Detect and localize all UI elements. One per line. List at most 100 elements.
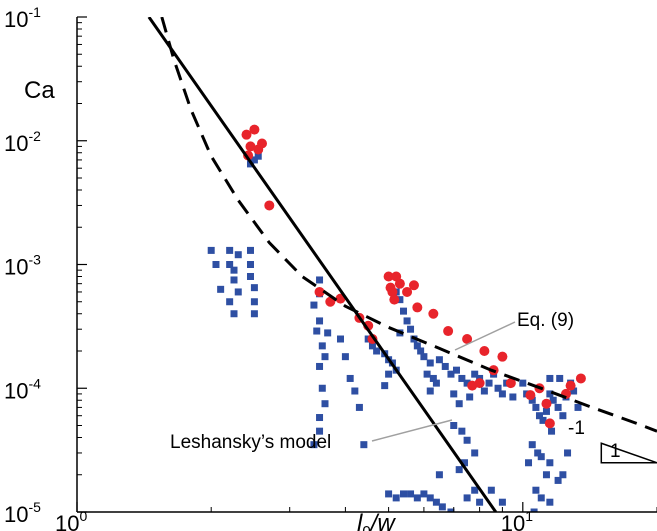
data-point-square bbox=[355, 403, 363, 411]
data-point-square bbox=[564, 449, 572, 457]
y-tick-label: 10-1 bbox=[4, 4, 41, 32]
data-point-square bbox=[420, 353, 428, 361]
data-point-square bbox=[230, 310, 238, 318]
data-point-square bbox=[321, 400, 329, 408]
data-point-square bbox=[498, 390, 506, 398]
data-point-square bbox=[250, 310, 258, 318]
data-point-circle bbox=[383, 271, 394, 282]
data-point-square bbox=[368, 342, 376, 350]
data-point-circle bbox=[565, 380, 576, 391]
data-point-square bbox=[498, 498, 506, 506]
data-point-square bbox=[246, 272, 254, 280]
data-point-square bbox=[385, 490, 393, 498]
data-point-square bbox=[532, 403, 540, 411]
x-tick-label: 101 bbox=[501, 508, 533, 531]
data-point-circle bbox=[479, 345, 490, 356]
data-point-square bbox=[310, 441, 318, 449]
data-point-square bbox=[318, 384, 326, 392]
data-point-square bbox=[234, 251, 242, 259]
data-point-square bbox=[509, 393, 517, 401]
data-point-square bbox=[487, 486, 495, 494]
data-point-square bbox=[539, 416, 547, 424]
data-point-circle bbox=[402, 286, 413, 297]
data-point-square bbox=[351, 387, 359, 395]
data-point-square bbox=[250, 156, 258, 164]
data-point-square bbox=[246, 261, 254, 268]
data-point-square bbox=[207, 246, 215, 254]
data-point-square bbox=[426, 494, 434, 502]
data-point-square bbox=[423, 370, 431, 378]
data-point-square bbox=[554, 403, 562, 411]
data-point-circle bbox=[544, 418, 555, 429]
slope-one-label: 1 bbox=[610, 441, 621, 462]
data-point-square bbox=[212, 261, 220, 268]
labels: Ca l0/w Eq. (9) Leshansky’s model -1 1 1… bbox=[4, 4, 621, 531]
slope-triangle bbox=[600, 442, 657, 464]
data-point-circle bbox=[497, 351, 508, 362]
data-point-square bbox=[574, 403, 582, 411]
data-point-square bbox=[546, 498, 554, 506]
data-point-square bbox=[246, 246, 254, 254]
data-point-square bbox=[435, 356, 443, 364]
data-point-square bbox=[313, 327, 321, 335]
data-point-square bbox=[485, 379, 493, 387]
data-point-square bbox=[407, 490, 415, 498]
axes bbox=[76, 16, 657, 513]
data-point-square bbox=[534, 449, 542, 457]
y-tick-label: 10-5 bbox=[4, 499, 41, 527]
data-point-square bbox=[226, 246, 234, 254]
x-tick-label: 100 bbox=[55, 508, 87, 531]
data-point-square bbox=[316, 276, 324, 284]
data-point-square bbox=[528, 396, 536, 404]
data-point-square bbox=[554, 476, 562, 484]
data-point-square bbox=[450, 390, 458, 398]
data-point-square bbox=[400, 307, 408, 315]
data-point-square bbox=[528, 441, 536, 449]
data-point-square bbox=[426, 359, 434, 367]
data-point-circle bbox=[241, 129, 252, 140]
data-point-square bbox=[403, 317, 411, 325]
data-point-circle bbox=[256, 138, 267, 149]
data-point-square bbox=[546, 374, 554, 382]
leshansky-leader-line bbox=[371, 419, 453, 442]
data-point-square bbox=[447, 508, 455, 512]
data-point-square bbox=[546, 390, 554, 398]
data-point-square bbox=[525, 459, 533, 467]
data-point-square bbox=[234, 288, 242, 296]
data-point-circle bbox=[428, 308, 439, 319]
data-point-square bbox=[476, 498, 484, 506]
data-point-square bbox=[432, 379, 440, 387]
data-point-square bbox=[417, 347, 425, 355]
data-point-square bbox=[461, 459, 469, 467]
data-point-square bbox=[455, 466, 463, 474]
eq9-annotation: Eq. (9) bbox=[517, 310, 574, 331]
data-point-circle bbox=[408, 280, 419, 291]
data-point-square bbox=[432, 498, 440, 506]
data-point-circle bbox=[249, 124, 260, 135]
data-point-square bbox=[494, 384, 502, 392]
data-point-square bbox=[341, 353, 349, 361]
data-point-circle bbox=[387, 286, 398, 297]
data-point-circle bbox=[264, 200, 275, 211]
data-point-square bbox=[530, 508, 538, 512]
data-point-square bbox=[435, 471, 443, 479]
data-point-circle bbox=[389, 294, 400, 305]
data-point-square bbox=[396, 296, 404, 304]
data-point-circle bbox=[412, 302, 423, 313]
y-tick-label: 10-4 bbox=[4, 375, 41, 403]
data-point-square bbox=[471, 449, 479, 457]
data-point-circle bbox=[245, 141, 256, 152]
data-point-square bbox=[463, 436, 471, 444]
data-point-square bbox=[519, 379, 527, 387]
data-point-circle bbox=[467, 380, 478, 391]
data-point-square bbox=[441, 362, 449, 370]
data-point-square bbox=[413, 342, 421, 350]
data-point-square bbox=[458, 427, 466, 435]
leshansky-model-line bbox=[147, 17, 498, 512]
data-point-square bbox=[542, 471, 550, 479]
data-point-square bbox=[466, 393, 474, 401]
data-point-square bbox=[450, 422, 458, 430]
data-point-square bbox=[230, 276, 238, 284]
data-point-square bbox=[316, 427, 324, 435]
